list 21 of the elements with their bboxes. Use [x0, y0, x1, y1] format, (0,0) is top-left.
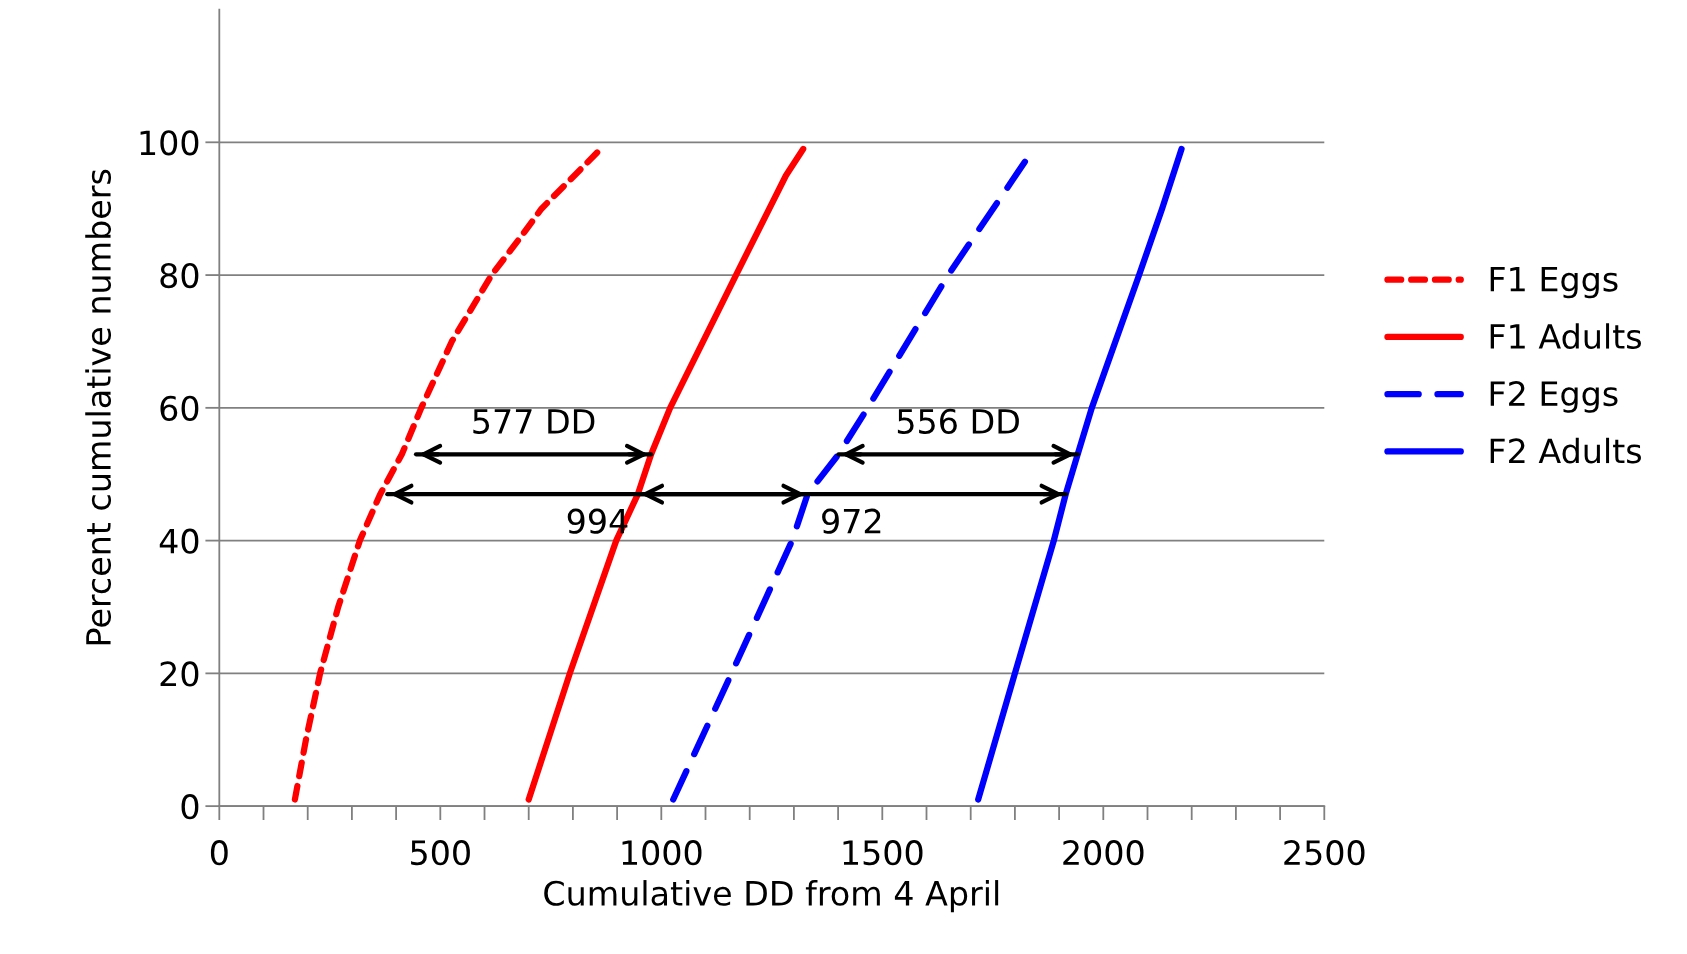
legend-label: F2 Adults [1490, 437, 1641, 464]
legend-label: F2 Eggs [1490, 381, 1618, 413]
y-tick-label: 60 [160, 395, 199, 421]
y-axis-title: Percent cumulative numbers [85, 169, 112, 645]
y-tick-label: 100 [140, 130, 199, 156]
x-tick-label: 2500 [1284, 840, 1365, 866]
y-tick-label: 40 [159, 528, 199, 554]
annotation: 972 [822, 508, 881, 534]
x-axis-title: Cumulative DD from 4 April [544, 880, 999, 913]
x-tick-label: 1500 [843, 840, 923, 866]
x-tick-label: 2000 [1063, 840, 1144, 866]
legend-label: F1 Eggs [1490, 267, 1618, 299]
legend-label: F1 Adults [1490, 323, 1641, 350]
y-tick-label: 0 [181, 794, 199, 820]
annotation: 577 DD [473, 409, 595, 434]
y-tick-label: 20 [160, 661, 199, 687]
x-tick-label: 0 [210, 840, 228, 866]
annotation: 556 DD [897, 408, 1019, 434]
x-tick-label: 1000 [622, 840, 702, 866]
y-tick-label: 80 [160, 262, 199, 289]
x-tick-label: 500 [411, 840, 470, 866]
